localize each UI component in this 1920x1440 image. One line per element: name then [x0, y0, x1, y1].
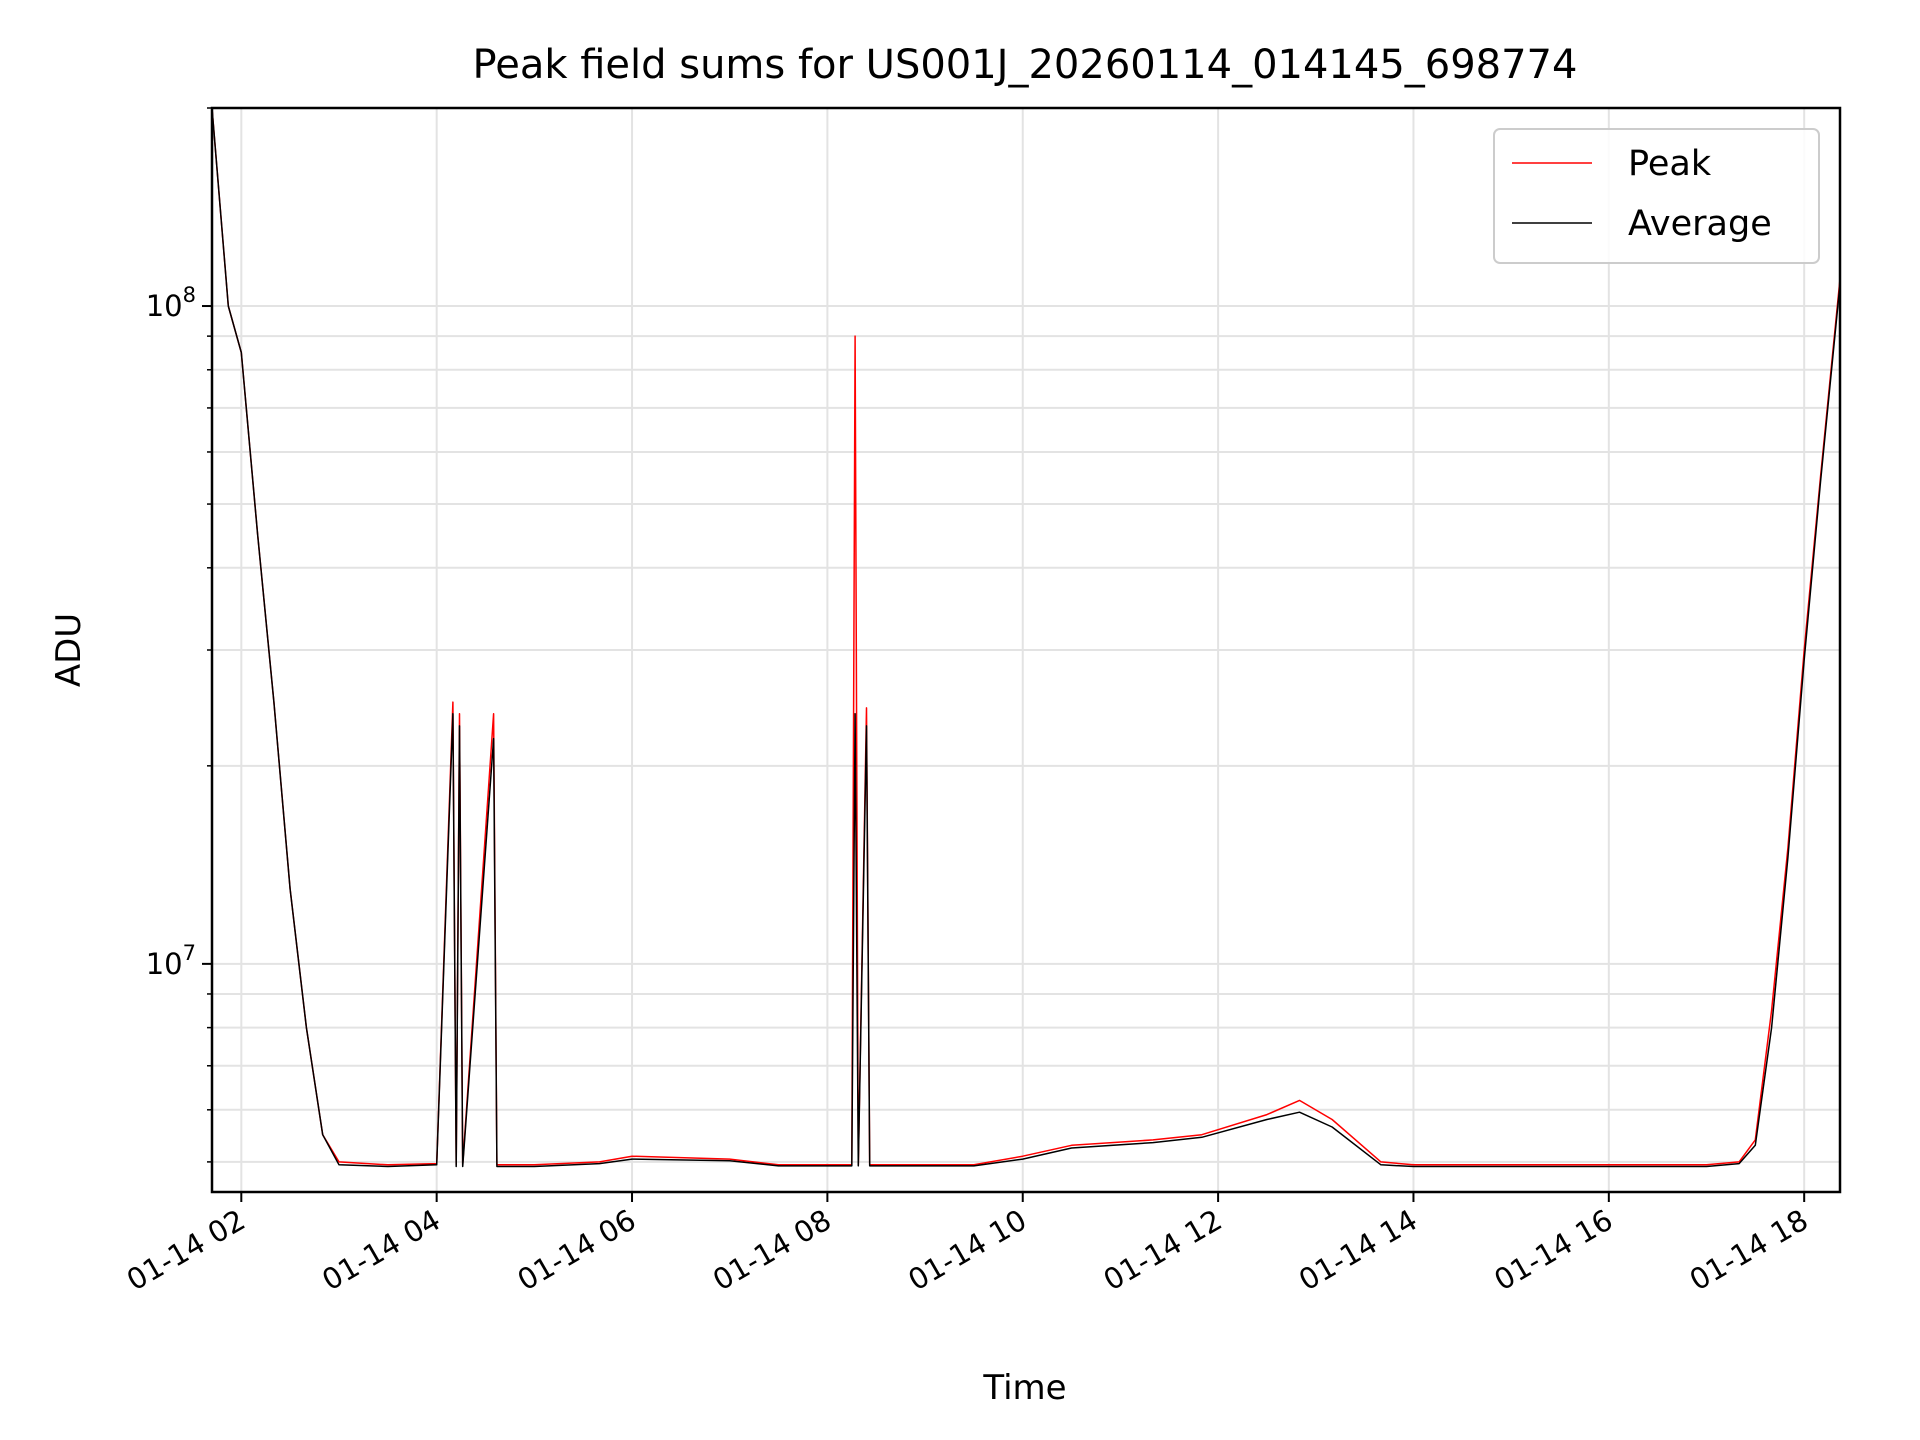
legend-label-average: Average: [1628, 204, 1772, 244]
x-axis-label: Time: [982, 1368, 1066, 1408]
series-layer: [211, 107, 1841, 1168]
series-line-peak: [211, 107, 1841, 1166]
legend: Peak Average: [1493, 128, 1820, 264]
legend-label-peak: Peak: [1628, 144, 1712, 184]
chart-title: Peak field sums for US001J_20260114_0141…: [473, 42, 1578, 88]
series-line-average: [211, 107, 1841, 1168]
y-axis-label: ADU: [49, 613, 89, 687]
grid: [212, 107, 1840, 1192]
y-tick-label: 107: [146, 941, 196, 981]
y-tick-label: 108: [146, 283, 196, 323]
